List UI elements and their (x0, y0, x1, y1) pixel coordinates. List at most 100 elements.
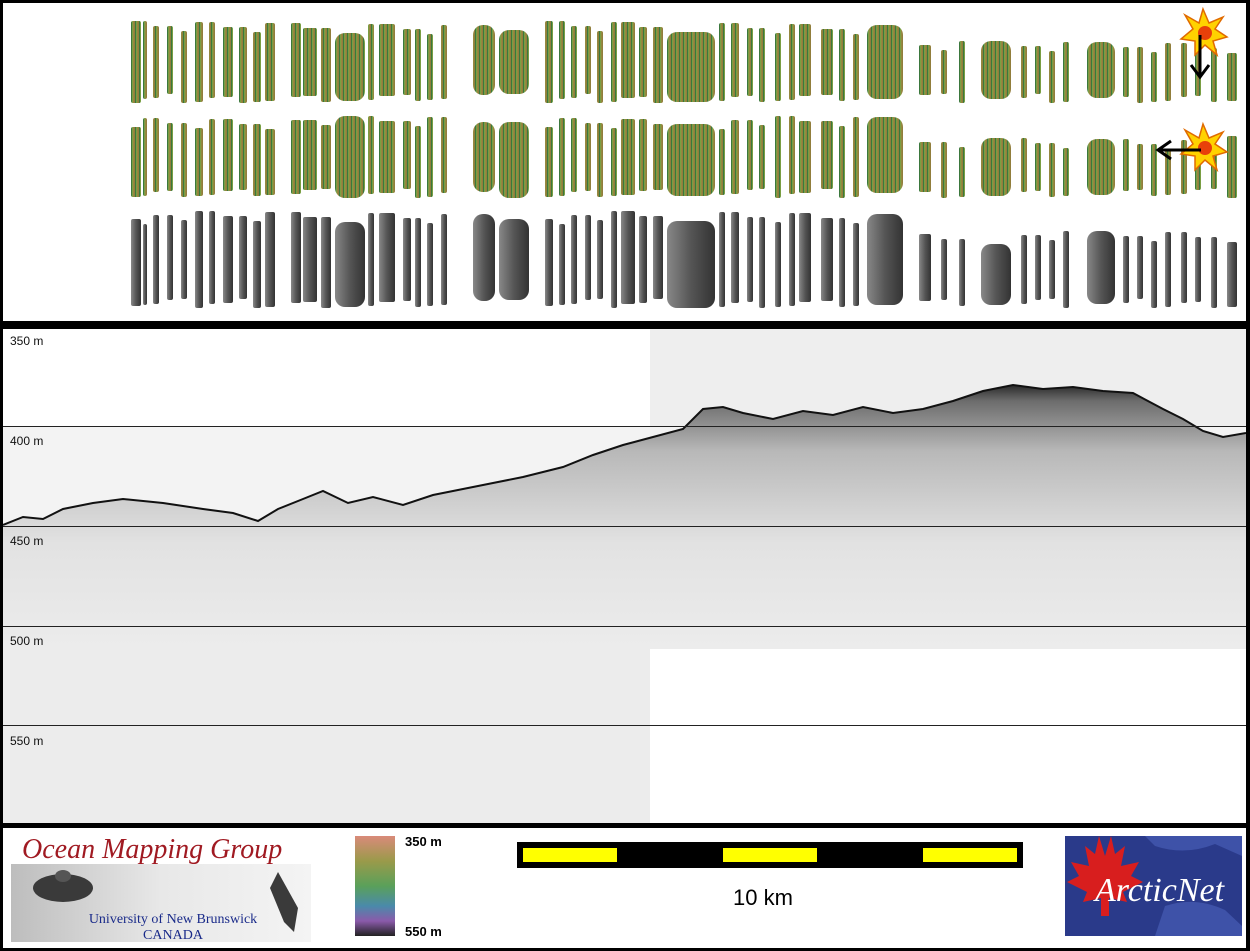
swath-strip (621, 211, 635, 304)
swath-strip (789, 116, 795, 194)
swath-strip (1063, 42, 1069, 102)
swath-strip (153, 26, 159, 98)
swath-strip (545, 127, 553, 197)
swath-strip (239, 124, 247, 190)
swath-strip (839, 218, 845, 307)
swath-strip (368, 24, 374, 100)
swath-strip (789, 213, 795, 306)
swath-strip (499, 122, 529, 198)
swath-strip (253, 32, 261, 102)
swath-strip (1227, 53, 1237, 101)
swath-strip (959, 41, 965, 103)
swath-strip (775, 222, 781, 307)
depth-label-350: 350 m (10, 334, 44, 348)
swath-strip (1227, 136, 1237, 198)
swath-strip (368, 116, 374, 194)
swath-strip (131, 127, 141, 197)
swath-strip (1049, 240, 1055, 299)
swath-strip (253, 221, 261, 308)
swath-strip (181, 31, 187, 103)
depth-label-500: 500 m (10, 634, 44, 648)
swath-strip (853, 117, 859, 197)
swath-strip (265, 212, 275, 307)
swath-strip (571, 118, 577, 192)
swath-mosaic-panel (3, 3, 1246, 321)
sun-arrow-down-icon (1179, 6, 1229, 80)
swath-strip (321, 125, 331, 189)
swath-strip (153, 215, 159, 304)
swath-strip (131, 219, 141, 306)
swath-strip (747, 120, 753, 190)
swath-strip (253, 124, 261, 196)
swath-strip (1137, 144, 1143, 190)
swath-strip (667, 221, 715, 308)
swath-strip (153, 118, 159, 192)
swath-strip (919, 45, 931, 95)
swath-strip (719, 212, 725, 307)
swath-strip (941, 50, 947, 94)
swath-strip (853, 223, 859, 306)
swath-strip (775, 33, 781, 101)
swath-strip (639, 119, 647, 191)
swath-strip (731, 23, 739, 97)
swath-strip (143, 118, 147, 196)
swath-strip (799, 121, 811, 193)
colorbar-top-label: 350 m (405, 834, 442, 849)
swath-strip (653, 216, 663, 299)
swath-strip (473, 214, 495, 301)
omg-country: CANADA (143, 928, 203, 943)
swath-strip (427, 223, 433, 306)
swath-strip (959, 239, 965, 306)
swath-strip (1021, 46, 1027, 98)
swath-strip (941, 239, 947, 300)
swath-strip (441, 25, 447, 99)
footer-panel: Ocean Mapping Group University of New Br… (3, 828, 1246, 948)
swath-strip (821, 29, 833, 95)
swath-strip (303, 217, 317, 302)
swath-strip (291, 23, 301, 97)
swath-row-backscatter (131, 211, 1237, 308)
swath-strip (1211, 48, 1217, 102)
swath-strip (167, 123, 173, 191)
swath-strip (621, 119, 635, 195)
maple-leaf-icon (1067, 836, 1242, 936)
swath-strip (611, 128, 617, 196)
swath-strip (1049, 51, 1055, 103)
depth-gridline (3, 426, 1246, 427)
swath-strip (131, 21, 141, 103)
swath-strip (499, 30, 529, 94)
depth-colorbar (355, 836, 395, 936)
swath-strip (403, 29, 411, 95)
swath-strip (981, 41, 1011, 99)
swath-strip (143, 21, 147, 99)
swath-strip (181, 220, 187, 299)
swath-strip (1063, 148, 1069, 196)
swath-strip (799, 24, 811, 96)
swath-strip (653, 124, 663, 190)
swath-strip (639, 27, 647, 97)
swath-strip (181, 123, 187, 197)
swath-strip (1063, 231, 1069, 308)
swath-strip (719, 23, 725, 101)
swath-strip (379, 121, 395, 193)
swath-strip (368, 213, 374, 306)
swath-strip (441, 214, 447, 305)
swath-strip (239, 216, 247, 299)
swath-strip (195, 211, 203, 308)
swath-strip (403, 218, 411, 301)
swath-strip (209, 211, 215, 304)
swath-strip (1181, 43, 1187, 97)
swath-strip (223, 27, 233, 97)
swath-strip (143, 224, 147, 305)
depth-gridline (3, 725, 1246, 726)
swath-strip (585, 215, 591, 300)
swath-strip (1195, 237, 1201, 302)
swath-strip (759, 28, 765, 102)
swath-strip (731, 212, 739, 303)
swath-strip (403, 121, 411, 189)
depth-label-400: 400 m (10, 434, 44, 448)
swath-strip (867, 214, 903, 305)
depth-label-550: 550 m (10, 734, 44, 748)
swath-strips (131, 6, 1237, 308)
swath-strip (291, 120, 301, 194)
